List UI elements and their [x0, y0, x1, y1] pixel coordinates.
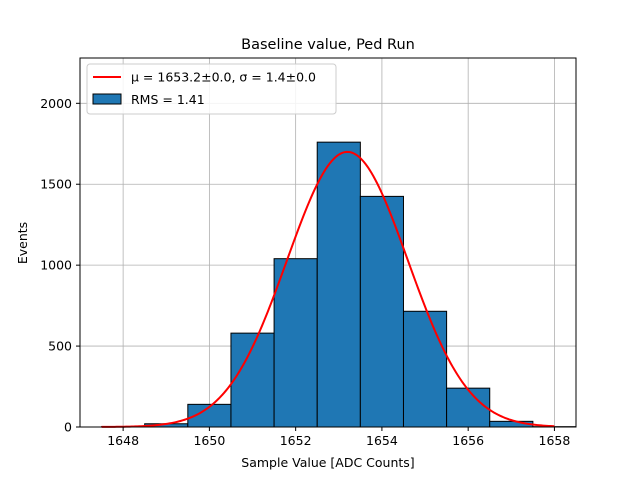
y-axis-label: Events: [15, 222, 30, 264]
gaussian-fit-curve: [101, 150, 555, 428]
histogram-bars: [101, 141, 577, 428]
y-tick-label-4: 2000: [40, 96, 72, 111]
legend-box: [86, 63, 337, 115]
y-tick-label-0: 0: [64, 420, 72, 435]
histogram-bar-4: [273, 258, 318, 428]
histogram-bar-6: [359, 195, 404, 428]
chart-title: Baseline value, Ped Run: [241, 37, 415, 53]
histogram-bar-7: [402, 310, 448, 428]
legend-histogram-swatch: [92, 93, 122, 105]
y-tick-label-3: 1500: [40, 177, 72, 192]
y-axis-ticks: 0 500 1000 1500 2000: [40, 96, 80, 435]
y-tick-label-2: 1000: [40, 258, 72, 273]
x-tick-label-3: 1654: [366, 433, 398, 448]
histogram-bar-8: [446, 387, 491, 428]
legend: μ = 1653.2±0.0, σ = 1.4±0.0 RMS = 1.41: [86, 63, 337, 115]
legend-fit-label: μ = 1653.2±0.0, σ = 1.4±0.0: [131, 70, 316, 85]
legend-histogram-label: RMS = 1.41: [131, 92, 205, 107]
x-tick-label-0: 1648: [107, 433, 139, 448]
y-tick-label-1: 500: [48, 339, 72, 354]
x-axis-ticks: 1648 1650 1652 1654 1656 1658: [107, 427, 570, 448]
x-tick-label-2: 1652: [280, 433, 312, 448]
histogram-bar-5: [316, 141, 361, 428]
x-tick-label-4: 1656: [452, 433, 484, 448]
x-tick-label-5: 1658: [539, 433, 571, 448]
x-tick-label-1: 1650: [193, 433, 225, 448]
plot-frame: [79, 57, 577, 428]
x-axis-label: Sample Value [ADC Counts]: [241, 455, 414, 470]
